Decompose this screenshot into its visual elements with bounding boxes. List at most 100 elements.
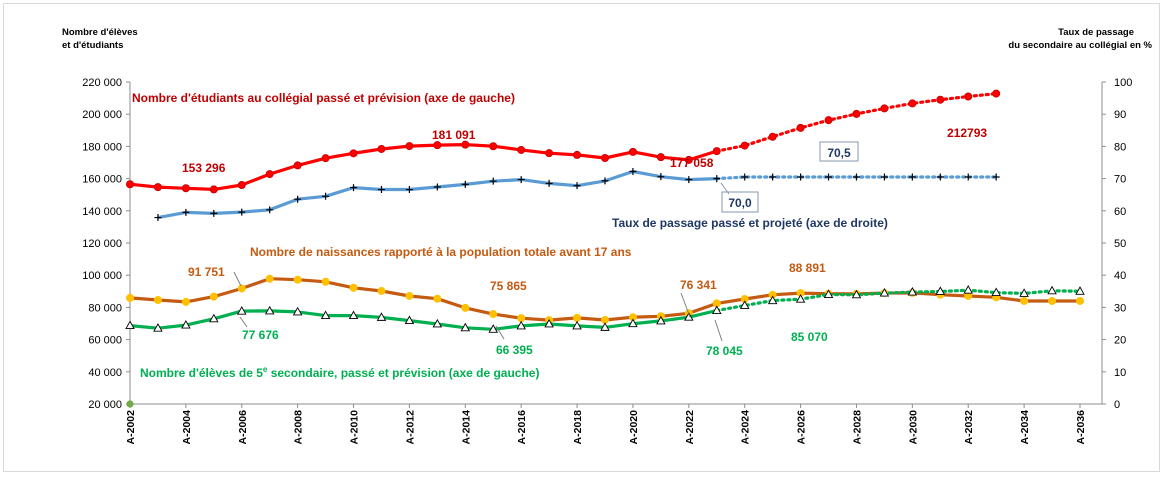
x-tick-label: A-2034	[1019, 410, 1031, 445]
data-point	[797, 173, 805, 181]
left-axis-title-line1: Nombre d'élèves	[62, 27, 138, 38]
data-point	[489, 177, 497, 185]
data-point	[405, 186, 413, 194]
data-point	[685, 176, 693, 184]
right-axis-title-line2: du secondaire au collégial en %	[1008, 40, 1152, 51]
data-point	[153, 295, 162, 304]
label-grade5-66395: 66 395	[496, 343, 533, 357]
x-tick-label: A-2010	[349, 410, 361, 445]
series-3	[125, 285, 1085, 333]
data-point	[182, 208, 190, 216]
x-tick-label: A-2002	[125, 410, 137, 445]
x-tick-label: A-2024	[740, 410, 752, 445]
x-tick-label: A-2036	[1075, 410, 1087, 445]
data-point	[350, 184, 358, 192]
data-point	[348, 310, 359, 320]
data-point	[795, 294, 806, 303]
label-box-70-0	[721, 191, 759, 213]
right-tick-label: 100	[1114, 77, 1132, 89]
right-tick-label: 40	[1114, 270, 1126, 282]
data-point	[461, 140, 470, 149]
data-point	[320, 310, 331, 320]
data-point	[740, 141, 749, 150]
data-point	[265, 170, 274, 179]
data-point	[405, 291, 414, 300]
x-tick-label: A-2020	[628, 410, 640, 445]
right-tick-label: 0	[1114, 399, 1120, 411]
data-point	[377, 144, 386, 153]
x-tick-label: A-2006	[237, 410, 249, 445]
data-point	[657, 173, 665, 181]
data-point	[349, 149, 358, 158]
data-point	[153, 183, 162, 192]
data-point	[852, 109, 861, 118]
leader-91751	[233, 271, 242, 287]
data-point	[1020, 296, 1029, 305]
data-point	[601, 177, 609, 185]
data-point	[991, 287, 1001, 297]
data-point	[376, 312, 387, 321]
data-point	[992, 89, 1001, 98]
data-point	[209, 185, 218, 194]
data-point	[600, 322, 610, 331]
data-point	[964, 173, 972, 181]
label-rate-70-0: 70,0	[728, 196, 752, 210]
series-forecast-line	[715, 288, 1082, 313]
data-point	[517, 145, 526, 154]
left-tick-label: 220 000	[82, 77, 122, 89]
label-grade5-85070: 85 070	[791, 330, 828, 344]
left-tick-label: 120 000	[82, 238, 122, 250]
data-point	[461, 303, 470, 312]
data-point	[880, 104, 889, 113]
data-point	[126, 293, 135, 302]
origin-point	[126, 400, 134, 408]
right-tick-label: 10	[1114, 367, 1126, 379]
data-point	[349, 283, 358, 292]
data-point	[405, 142, 414, 151]
leader-75865	[495, 325, 505, 340]
leader-77676	[239, 316, 248, 328]
data-point	[181, 184, 190, 193]
data-point	[880, 173, 888, 181]
data-point	[209, 292, 218, 301]
label-births-title: Nombre de naissances rapporté à la popul…	[250, 245, 632, 259]
data-point	[516, 320, 526, 330]
data-point	[628, 147, 637, 156]
label-students-153296: 153 296	[182, 161, 226, 175]
data-point	[264, 305, 275, 315]
data-point	[265, 274, 274, 283]
x-tick-label: A-2030	[907, 410, 919, 445]
data-point	[908, 173, 916, 181]
data-point	[433, 183, 441, 191]
data-point	[322, 192, 330, 200]
data-point	[851, 289, 862, 299]
right-tick-label: 60	[1114, 206, 1126, 218]
data-point	[237, 181, 246, 190]
data-point	[573, 182, 581, 190]
data-point	[769, 173, 777, 181]
data-point	[545, 179, 553, 187]
data-point	[237, 284, 246, 293]
right-tick-label: 30	[1114, 302, 1126, 314]
left-axis-ticks: 20 000 40 000 60 000 80 000 100 000 120 000 14…	[82, 77, 130, 411]
data-point	[1019, 288, 1029, 297]
chart-frame: Nombre d'élèves et d'étudiants Taux de p…	[3, 3, 1160, 472]
data-point	[154, 214, 162, 222]
x-tick-label: A-2004	[181, 410, 193, 445]
label-students-181091: 181 091	[432, 128, 476, 142]
data-point	[209, 313, 219, 323]
data-point	[181, 319, 191, 329]
data-point	[432, 318, 443, 328]
data-point	[936, 95, 945, 104]
leader-76341	[680, 292, 691, 318]
data-point	[461, 180, 469, 188]
data-point	[852, 173, 860, 181]
series-2	[126, 274, 1085, 325]
label-grade5-title-a: Nombre d'élèves de 5	[140, 366, 263, 380]
x-tick-label: A-2032	[963, 410, 975, 445]
data-point	[601, 153, 610, 162]
right-tick-label: 90	[1114, 109, 1126, 121]
data-point	[517, 314, 526, 323]
data-point	[266, 206, 274, 214]
data-point	[292, 306, 303, 316]
